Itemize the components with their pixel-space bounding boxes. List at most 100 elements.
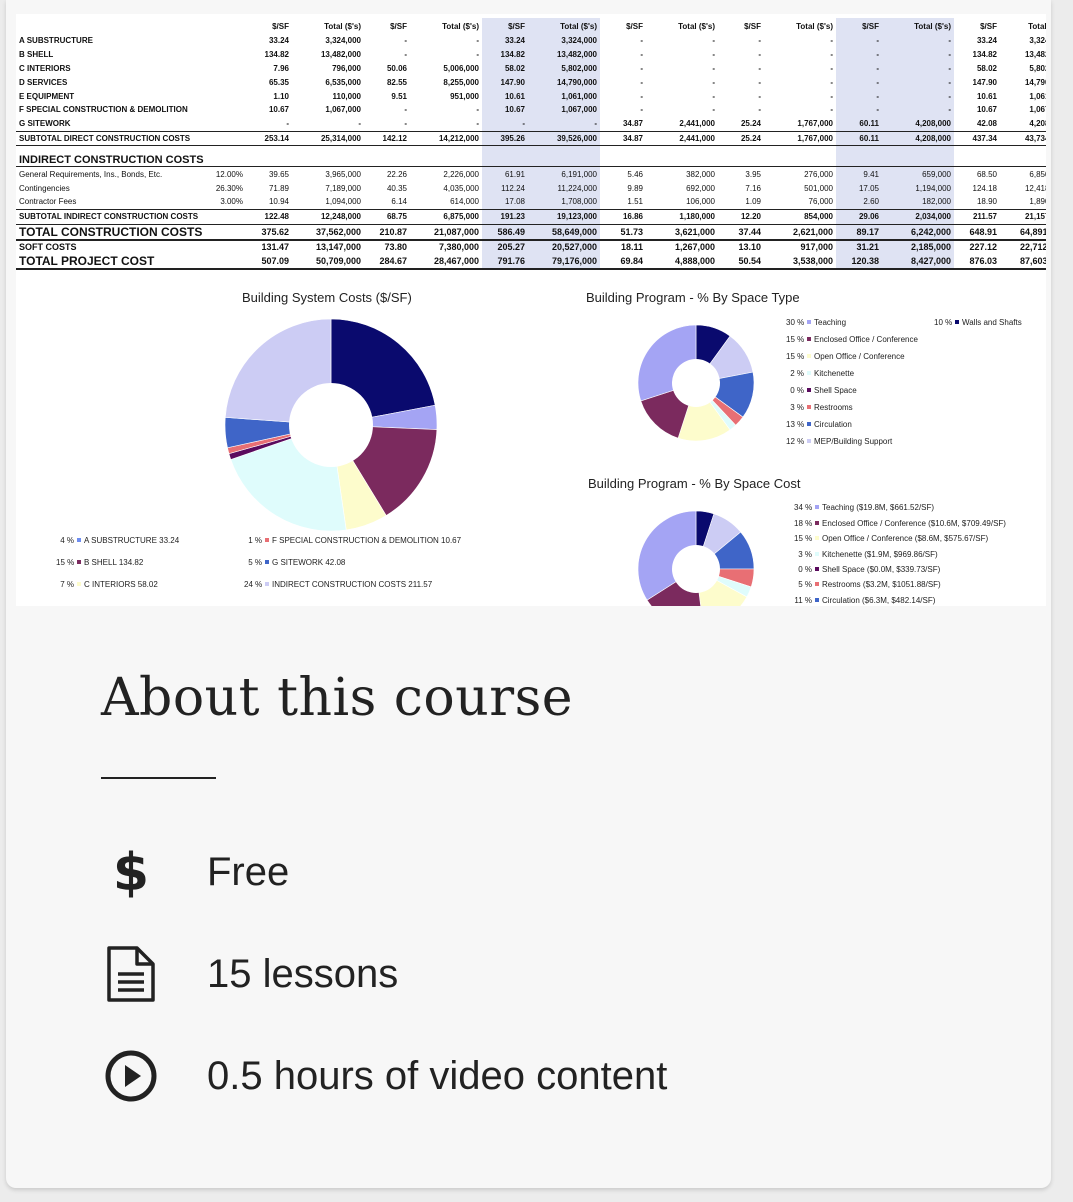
table-cell: - (712, 105, 715, 115)
table-cell: 26.30% (215, 183, 243, 193)
table-cell: 40.35 (386, 183, 407, 193)
table-cell: - (482, 116, 528, 132)
table-cell: 25.24 (740, 119, 761, 129)
legend-percent: 13 % (786, 420, 805, 429)
table-cell: 39.65 (268, 169, 289, 179)
table-row: B SHELL 134.82 13,482,000- -134.82 13,482,00… (16, 47, 1046, 62)
table-cell: - (640, 91, 643, 101)
legend-percent: 3 % (798, 550, 812, 559)
legend-label: Circulation (814, 420, 852, 429)
table-row: TOTAL CONSTRUCTION COSTS 375.62 37,562,000… (16, 224, 1046, 241)
table-cell (600, 145, 646, 168)
table-cell (528, 145, 600, 168)
table-cell: 2.60 (836, 194, 882, 210)
table-cell: 51.73 (600, 224, 646, 241)
table-cell: 5,006,000 (443, 63, 479, 73)
title-divider (101, 777, 216, 779)
table-cell: 210.87 (364, 224, 410, 241)
table-cell: 1,890,000 (1029, 197, 1046, 207)
table-cell: SOFT COSTS (19, 242, 77, 253)
legend-label: G SITEWORK 42.08 (272, 558, 346, 567)
legend-label: Shell Space ($0.0M, $339.73/SF) (822, 565, 941, 574)
table-cell: 11,224,000 (528, 181, 600, 195)
table-cell: Total ($'s) (1028, 21, 1046, 31)
table-cell: 3,324,000 (325, 36, 361, 46)
table-cell: 659,000 (882, 166, 954, 182)
legend-label: C INTERIORS 58.02 (84, 580, 158, 589)
table-cell: $/SF (272, 21, 289, 31)
table-cell: 6,535,000 (325, 77, 361, 87)
legend-item: 0 % Shell Space ($0.0M, $339.73/SF) (794, 565, 940, 574)
table-cell: TOTAL PROJECT COST (16, 254, 206, 271)
table-cell: 10.67 (268, 105, 289, 115)
table-cell (206, 75, 246, 89)
pie-slice (677, 382, 731, 442)
table-cell: - (640, 105, 643, 115)
table-cell: 131.47 (261, 242, 289, 253)
table-cell (836, 145, 882, 168)
table-cell: 82.55 (386, 77, 407, 87)
table-cell: 14,212,000 (410, 130, 482, 147)
table-cell: 34.87 (600, 130, 646, 147)
table-cell: 1.51 (627, 197, 643, 207)
pie-hole (672, 359, 720, 407)
table-cell: 182,000 (882, 194, 954, 210)
table-cell: TOTAL CONSTRUCTION COSTS (16, 224, 206, 241)
table-cell (206, 130, 246, 147)
table-row: SOFT COSTS 131.47 13,147,000 73.80 7,380,000… (16, 239, 1046, 255)
table-cell: Total ($'s) (882, 18, 954, 34)
table-cell: 10.61 (482, 89, 528, 103)
legend-label: F SPECIAL CONSTRUCTION & DEMOLITION 10.6… (272, 536, 462, 545)
table-cell: 7,380,000 (438, 242, 479, 253)
table-cell: 37,562,000 (292, 224, 364, 241)
legend-label: Open Office / Conference ($8.6M, $575.67… (822, 534, 989, 543)
lessons-label: 15 lessons (207, 951, 399, 996)
legend-item: 5 % Restrooms ($3.2M, $1051.88/SF) (794, 580, 941, 589)
table-cell: 120.38 (836, 254, 882, 271)
table-cell: 437.34 (954, 130, 1000, 147)
table-cell (482, 145, 528, 168)
table-cell: - (758, 63, 761, 73)
table-cell: 3.00% (220, 197, 243, 207)
legend-percent: 0 % (790, 386, 804, 395)
legend-item: 5 % G SITEWORK 42.08 (244, 558, 345, 567)
legend-item: 7 % C INTERIORS 58.02 (56, 580, 158, 589)
table-cell: 134.82 (482, 47, 528, 62)
legend-percent: 0 % (798, 565, 812, 574)
table-cell: 2,441,000 (679, 119, 715, 129)
table-cell: 3,965,000 (325, 169, 361, 179)
legend-item: 15 % B SHELL 134.82 (56, 558, 143, 567)
table-cell: Total ($'s) (528, 18, 600, 34)
table-cell: - (836, 102, 882, 117)
table-cell: 10.94 (268, 197, 289, 207)
legend-swatch (807, 354, 811, 359)
legend-swatch (77, 582, 81, 587)
table-cell: - (882, 61, 954, 76)
legend-swatch (955, 320, 959, 325)
table-cell: 22.26 (386, 169, 407, 179)
table-cell: 9.41 (836, 166, 882, 182)
legend-percent: 34 % (794, 503, 813, 512)
table-cell: A SUBSTRUCTURE (19, 36, 93, 46)
table-cell: 71.89 (268, 183, 289, 193)
table-cell: 7.96 (273, 63, 289, 73)
legend-percent: 18 % (794, 519, 813, 528)
table-cell: 8,427,000 (882, 254, 954, 271)
table-cell: 4,888,000 (646, 254, 718, 271)
table-row: INDIRECT CONSTRUCTION COSTS (16, 145, 1046, 168)
table-cell: Total ($'s) (324, 21, 361, 31)
legend-percent: 15 % (56, 558, 75, 567)
section-title: About this course (101, 668, 574, 728)
table-cell: 191.23 (482, 208, 528, 225)
table-cell: - (358, 119, 361, 129)
table-cell: 227.12 (969, 242, 997, 253)
table-cell: 8,255,000 (443, 77, 479, 87)
legend-percent: 30 % (786, 318, 805, 327)
cost-table: $/SF Total ($'s) $/SF Total ($'s) $/SF Total … (16, 18, 1046, 271)
pie-chart-space-type (637, 324, 755, 442)
legend-item: 11 % Circulation ($6.3M, $482.14/SF) (794, 596, 935, 605)
legend-swatch (815, 552, 819, 557)
table-cell (16, 18, 206, 34)
table-cell: 13,482,000 (320, 50, 361, 60)
legend-swatch (815, 505, 819, 510)
